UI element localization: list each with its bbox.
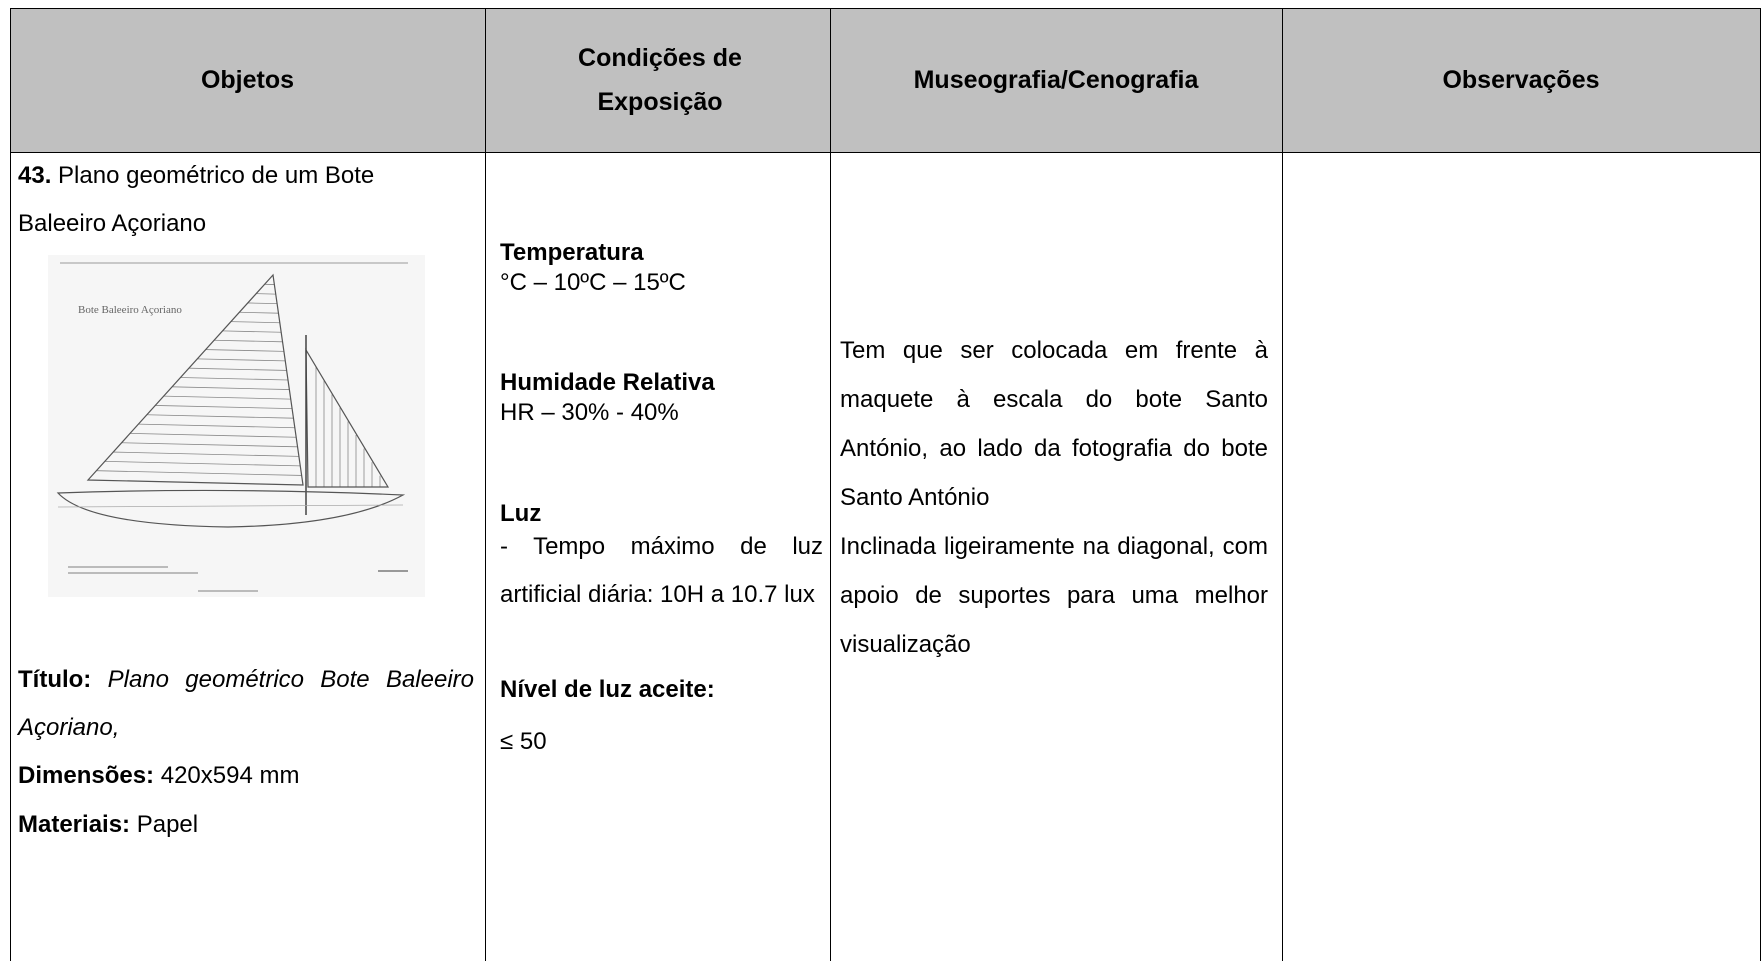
- hatch-line: [222, 330, 282, 333]
- border: [1282, 8, 1283, 961]
- light-level-label: Nível de luz aceite:: [500, 666, 715, 714]
- label: Humidade Relativa: [500, 369, 715, 396]
- label: Luz: [500, 500, 542, 527]
- header-cell: Objetos: [200, 66, 295, 94]
- object-title: Título: Plano geométrico Bote Baleeiro A…: [18, 656, 474, 752]
- value: HR – 30% - 40%: [500, 399, 679, 426]
- hatch-line: [230, 321, 280, 324]
- border: [10, 152, 1761, 153]
- hatch-line: [163, 395, 291, 400]
- hatch-line: [121, 442, 298, 448]
- humidity: Humidade Relativa HR – 30% - 40%: [500, 368, 715, 428]
- object-materials: Materiais: Papel: [18, 801, 198, 849]
- title-label: Título:: [18, 666, 92, 693]
- museography: Tem que ser colocada em frente à maquete…: [840, 326, 1268, 669]
- hatch-line: [104, 460, 301, 467]
- hatch-line: [247, 302, 278, 305]
- hatch-line: [214, 339, 283, 343]
- header-background: [10, 8, 1760, 152]
- hatch-line: [155, 405, 293, 410]
- border: [10, 8, 1761, 9]
- dimensions-value: 420x594 mm: [160, 762, 300, 789]
- object-name: 43. Plano geométrico de um Bote Baleeiro…: [18, 152, 458, 248]
- border: [830, 8, 831, 961]
- hatch-line: [138, 423, 295, 429]
- label: Temperatura: [500, 239, 644, 266]
- materials-value: Papel: [136, 811, 199, 838]
- header-cell: Observações: [1442, 66, 1600, 94]
- paragraph: Tem que ser colocada em frente à maquete…: [840, 337, 1268, 511]
- image-label: Bote Baleeiro Açoriano: [78, 304, 182, 316]
- border: [10, 8, 11, 961]
- title-value: Plano geométrico Bote Baleeiro Açoriano,: [18, 666, 474, 741]
- hatch-line: [130, 433, 297, 438]
- light-label-block: Luz: [500, 499, 541, 529]
- materials-label: Materiais:: [18, 811, 131, 838]
- object-dimensions: Dimensões: 420x594 mm: [18, 752, 299, 800]
- header-cell: Condições de Exposição: [578, 44, 742, 116]
- hatch-line: [180, 377, 289, 381]
- light-value: - Tempo máximo de luz artificial diária:…: [500, 533, 823, 608]
- border: [1760, 8, 1761, 961]
- hatch-line: [96, 470, 302, 476]
- object-image: Bote Baleeiro Açoriano: [48, 255, 425, 597]
- hatch-line: [205, 349, 284, 352]
- temperature: Temperatura °C – 10ºC – 15ºC: [500, 238, 686, 298]
- hatch-line: [197, 358, 286, 362]
- hatch-line: [188, 367, 287, 371]
- light-level-value: ≤ 50: [500, 728, 547, 755]
- paragraph: Inclinada ligeiramente na diagonal, com …: [840, 533, 1268, 658]
- object-number: 43.: [18, 162, 52, 189]
- hatch-line: [172, 386, 290, 390]
- dimensions-label: Dimensões:: [18, 762, 155, 789]
- object-name-text: Plano geométrico de um Bote Baleeiro Aço…: [18, 162, 375, 237]
- hatch-line: [113, 451, 299, 457]
- header-cell: Museografia/Cenografia: [913, 66, 1199, 94]
- value: °C – 10ºC – 15ºC: [500, 269, 686, 296]
- label: Nível de luz aceite:: [500, 676, 715, 703]
- hatch-line: [146, 414, 294, 419]
- hatch-line: [239, 311, 279, 314]
- border: [485, 8, 486, 961]
